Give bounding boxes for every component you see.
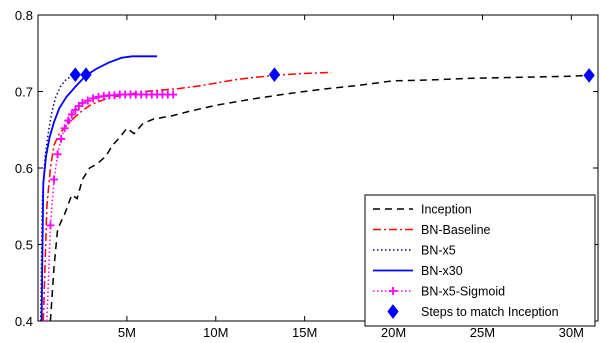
series-3 bbox=[40, 55, 158, 322]
data-point bbox=[46, 221, 55, 230]
x-tick-label: 5M bbox=[118, 325, 136, 340]
data-point bbox=[67, 110, 76, 119]
series-5 bbox=[69, 67, 595, 83]
x-tick-label: 15M bbox=[292, 325, 317, 340]
x-tick-label: 20M bbox=[381, 325, 406, 340]
x-tick-label: 25M bbox=[470, 325, 495, 340]
legend-entry: Inception bbox=[373, 203, 472, 217]
y-tick-label: 0.6 bbox=[15, 161, 33, 176]
series-0 bbox=[49, 74, 590, 322]
data-point bbox=[64, 116, 73, 125]
y-tick-label: 0.4 bbox=[15, 314, 33, 329]
legend-label: BN-Baseline bbox=[421, 223, 491, 237]
legend-label: BN-x5 bbox=[421, 244, 456, 258]
legend-marker bbox=[389, 287, 397, 295]
data-point bbox=[583, 68, 595, 83]
data-point bbox=[268, 67, 281, 82]
ticks: 5M 10M 15M 20M 25M 30M 0.4 0.5 0.6 0.7 0.8 bbox=[15, 8, 598, 340]
data-point bbox=[53, 150, 62, 159]
series-line bbox=[49, 74, 590, 322]
series-line bbox=[42, 71, 332, 322]
legend-box bbox=[364, 194, 596, 327]
legend: Inception BN-Baseline BN-x5 BN-x30 BN-x5-Sig… bbox=[364, 194, 596, 327]
data-point bbox=[69, 67, 81, 82]
legend-entry: Steps to match Inception bbox=[387, 304, 559, 319]
legend-entry: BN-x30 bbox=[373, 264, 463, 278]
legend-entry: BN-x5-Sigmoid bbox=[373, 285, 505, 299]
legend-label: BN-x5-Sigmoid bbox=[421, 285, 505, 299]
data-point bbox=[60, 124, 69, 133]
x-tick-label: 10M bbox=[203, 325, 228, 340]
legend-entry: BN-x5 bbox=[373, 244, 456, 258]
series-1 bbox=[42, 71, 332, 322]
x-tick-label: 30M bbox=[559, 325, 584, 340]
y-tick-label: 0.5 bbox=[15, 238, 33, 253]
series-layer bbox=[39, 55, 595, 322]
data-point bbox=[83, 96, 92, 105]
data-point bbox=[78, 98, 87, 107]
y-tick-label: 0.8 bbox=[15, 8, 33, 23]
data-point bbox=[50, 175, 58, 184]
legend-entry: BN-Baseline bbox=[373, 223, 491, 237]
y-tick-label: 0.7 bbox=[15, 85, 33, 100]
series-line bbox=[40, 55, 158, 322]
data-point bbox=[80, 67, 92, 82]
legend-label: Steps to match Inception bbox=[421, 305, 559, 319]
data-point bbox=[169, 90, 178, 99]
legend-label: Inception bbox=[421, 203, 472, 217]
data-point bbox=[89, 94, 98, 103]
legend-label: BN-x30 bbox=[421, 264, 463, 278]
legend-marker bbox=[387, 304, 399, 319]
data-point bbox=[57, 134, 66, 143]
series-4 bbox=[46, 90, 178, 322]
